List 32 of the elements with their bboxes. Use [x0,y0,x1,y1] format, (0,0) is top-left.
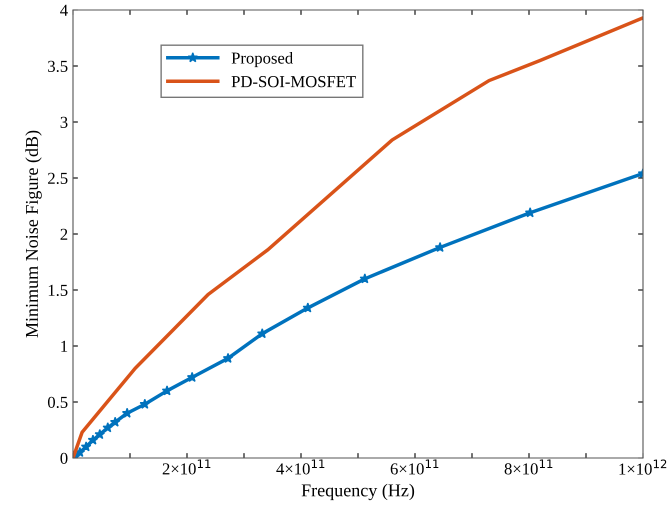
point [80,441,92,452]
legend-label: Proposed [232,52,293,68]
point [434,242,446,252]
x-tick-label: 4×10$^{11}$ [276,459,324,475]
point [162,385,172,396]
y-tick-label: 3.5 [48,60,68,72]
y-tick-label: 2.5 [48,172,68,184]
y-tick-label: 0 [60,452,68,464]
point [302,302,314,313]
y-tick-label: 2 [60,228,68,240]
point [256,328,268,338]
point [186,372,198,382]
point [140,398,150,409]
point [524,207,536,218]
x-axis-title: Frequency (Hz) [302,484,414,500]
y-tick-label: 3 [60,116,68,128]
point [222,352,234,363]
point [88,434,98,445]
y-tick-label: 1.5 [48,284,68,296]
y-tick-label: 4 [60,4,68,16]
y-tick-label: 0.5 [48,396,68,408]
x-tick-label: 2×10$^{11}$ [162,459,210,475]
legend-label: PD-SOI-MOSFET [232,76,356,88]
point [94,428,106,440]
x-tick-label: 1×10$^{12}$ [619,459,666,475]
point [110,416,120,427]
point [102,422,114,432]
point [122,408,132,418]
y-axis-title: Minimum Noise Figure (dB) [25,130,42,338]
y-tick-label: 1 [61,340,68,352]
x-tick-label: 8×10$^{11}$ [504,459,552,475]
x-tick-label: 6×10$^{11}$ [390,459,438,475]
